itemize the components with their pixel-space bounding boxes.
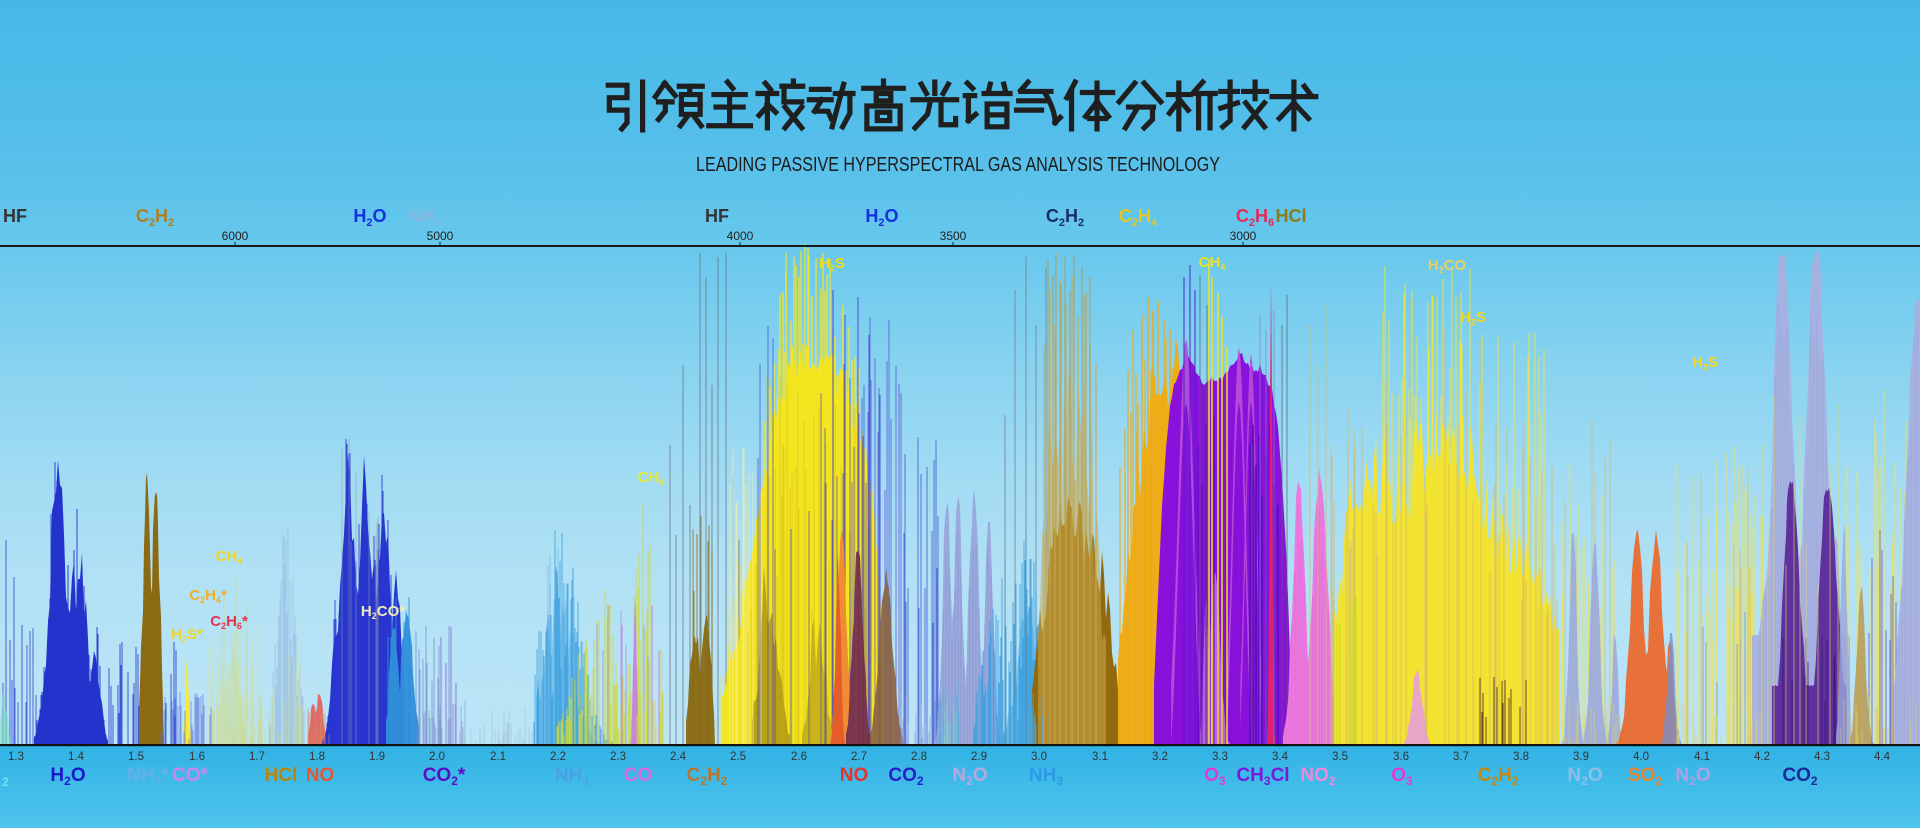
svg-text:C2H6*: C2H6* — [210, 613, 248, 631]
svg-text:C2H2: C2H2 — [1046, 206, 1084, 229]
svg-text:N2O: N2O — [1675, 765, 1710, 788]
svg-text:CH3Cl: CH3Cl — [1236, 765, 1289, 788]
svg-text:3.7: 3.7 — [1453, 751, 1469, 763]
svg-text:H2S: H2S — [1460, 309, 1486, 327]
svg-text:2.3: 2.3 — [610, 751, 626, 763]
svg-text:2.6: 2.6 — [791, 751, 807, 763]
svg-text:SO2: SO2 — [1628, 765, 1662, 788]
svg-text:3.3: 3.3 — [1212, 751, 1228, 763]
svg-text:4000: 4000 — [727, 229, 754, 243]
svg-text:3.0: 3.0 — [1031, 751, 1047, 763]
svg-text:HF: HF — [3, 206, 27, 226]
svg-text:NH3: NH3 — [555, 765, 589, 788]
svg-text:HCl: HCl — [265, 765, 298, 786]
svg-text:NH3: NH3 — [408, 206, 440, 229]
svg-text:H2S: H2S — [819, 255, 845, 273]
svg-text:H2S: H2S — [1692, 354, 1718, 372]
svg-text:4.0: 4.0 — [1633, 751, 1649, 763]
svg-text:6000: 6000 — [222, 229, 249, 243]
svg-text:3.5: 3.5 — [1332, 751, 1348, 763]
svg-text:1.7: 1.7 — [249, 751, 265, 763]
svg-text:H2O: H2O — [865, 206, 898, 229]
svg-text:N2O: N2O — [952, 765, 987, 788]
svg-text:NH3*: NH3* — [127, 765, 169, 788]
svg-text:H2CO*: H2CO* — [361, 603, 405, 621]
svg-text:HF: HF — [705, 206, 729, 226]
svg-text:3.1: 3.1 — [1092, 751, 1108, 763]
svg-text:NO: NO — [840, 765, 869, 786]
svg-text:C2H6: C2H6 — [1236, 206, 1274, 229]
svg-text:3.9: 3.9 — [1573, 751, 1589, 763]
svg-text:CO2*: CO2* — [423, 765, 466, 788]
svg-text:H2O: H2O — [50, 765, 85, 788]
svg-text:C2H4: C2H4 — [1119, 206, 1158, 229]
svg-text:3500: 3500 — [940, 229, 967, 243]
svg-text:2.4: 2.4 — [670, 751, 687, 763]
svg-text:O3: O3 — [1391, 765, 1413, 788]
svg-text:CH4: CH4 — [216, 548, 243, 566]
svg-text:4.3: 4.3 — [1814, 751, 1830, 763]
svg-text:2.9: 2.9 — [971, 751, 987, 763]
svg-text:1.4: 1.4 — [68, 751, 85, 763]
svg-text:3.2: 3.2 — [1152, 751, 1168, 763]
svg-text:NO2: NO2 — [1300, 765, 1336, 788]
svg-text:C2H2: C2H2 — [136, 206, 174, 229]
svg-text:CH4: CH4 — [638, 469, 665, 487]
svg-text:2: 2 — [2, 775, 9, 789]
svg-text:CO: CO — [624, 765, 653, 786]
svg-text:4.2: 4.2 — [1754, 751, 1770, 763]
svg-text:4.4: 4.4 — [1874, 751, 1891, 763]
svg-text:1.3: 1.3 — [8, 751, 24, 763]
svg-text:CO*: CO* — [172, 765, 209, 786]
svg-text:3.6: 3.6 — [1393, 751, 1409, 763]
svg-text:2.2: 2.2 — [550, 751, 566, 763]
svg-text:H2S*: H2S* — [171, 626, 203, 644]
svg-text:H2O: H2O — [353, 206, 386, 229]
svg-text:2.8: 2.8 — [911, 751, 927, 763]
svg-text:2.7: 2.7 — [851, 751, 867, 763]
svg-text:LEADING PASSIVE HYPERSPECTRAL: LEADING PASSIVE HYPERSPECTRAL GAS ANALYS… — [696, 154, 1220, 176]
svg-text:2.5: 2.5 — [730, 751, 746, 763]
svg-text:NO: NO — [306, 765, 335, 786]
svg-text:1.6: 1.6 — [189, 751, 205, 763]
svg-text:1.9: 1.9 — [369, 751, 385, 763]
svg-text:C2H2: C2H2 — [1478, 765, 1519, 788]
svg-text:2.0: 2.0 — [429, 751, 445, 763]
svg-text:C2H4*: C2H4* — [189, 587, 227, 605]
svg-text:3.8: 3.8 — [1513, 751, 1529, 763]
svg-text:3000: 3000 — [1230, 229, 1257, 243]
svg-text:N2O: N2O — [1567, 765, 1602, 788]
svg-text:HCl: HCl — [1276, 206, 1307, 226]
svg-text:H2CO: H2CO — [1428, 257, 1467, 275]
svg-text:1.8: 1.8 — [309, 751, 325, 763]
svg-text:NH3: NH3 — [1029, 765, 1063, 788]
svg-text:2.1: 2.1 — [490, 751, 506, 763]
svg-text:1.5: 1.5 — [128, 751, 144, 763]
svg-text:CO2: CO2 — [1782, 765, 1818, 788]
svg-text:CO2: CO2 — [888, 765, 924, 788]
svg-text:O3: O3 — [1204, 765, 1226, 788]
svg-text:5000: 5000 — [427, 229, 454, 243]
svg-text:C2H2: C2H2 — [687, 765, 728, 788]
svg-text:3.4: 3.4 — [1272, 751, 1289, 763]
svg-text:4.1: 4.1 — [1694, 751, 1710, 763]
svg-text:CH4: CH4 — [1199, 254, 1226, 272]
